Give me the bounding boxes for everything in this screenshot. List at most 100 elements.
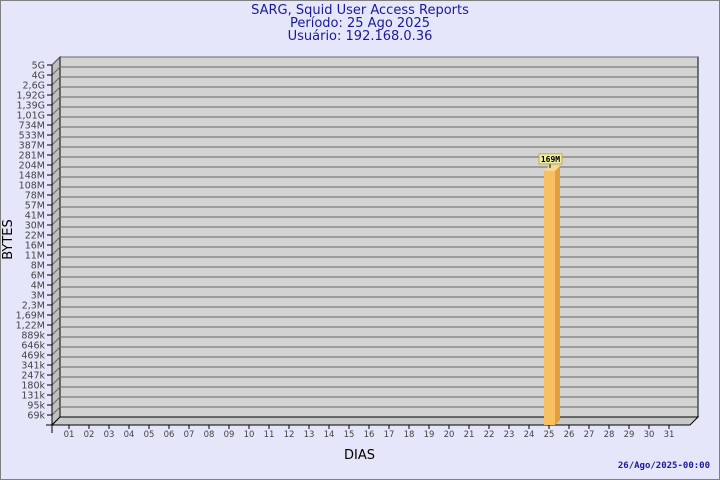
gridline bbox=[51, 336, 698, 346]
gridline bbox=[51, 176, 698, 186]
x-tick-label: 20 bbox=[444, 430, 455, 440]
x-tick-label: 16 bbox=[364, 430, 375, 440]
gridline bbox=[51, 196, 698, 206]
gridline bbox=[51, 136, 698, 146]
chart-title: SARG, Squid User Access Reports bbox=[251, 3, 469, 18]
y-tick-label: 4G bbox=[32, 71, 45, 82]
y-tick-label: 108M bbox=[19, 181, 45, 192]
x-tick-label: 24 bbox=[524, 430, 535, 440]
gridline bbox=[51, 326, 698, 336]
timestamp: 26/Ago/2025-00:00 bbox=[617, 461, 710, 471]
y-tick-label: 5G bbox=[32, 61, 45, 72]
x-tick-label: 11 bbox=[264, 430, 275, 440]
y-tick-label: 2,6G bbox=[23, 81, 45, 92]
gridline bbox=[51, 346, 698, 356]
gridline bbox=[51, 396, 698, 406]
gridline bbox=[51, 76, 698, 86]
y-tick-label: 57M bbox=[25, 201, 45, 212]
x-tick-label: 18 bbox=[404, 430, 415, 440]
gridline bbox=[51, 386, 698, 396]
x-tick-label: 31 bbox=[664, 430, 675, 440]
bar-top bbox=[544, 165, 560, 171]
gridline bbox=[51, 296, 698, 306]
gridline bbox=[51, 306, 698, 316]
x-tick-label: 03 bbox=[104, 430, 115, 440]
y-tick-label: 889k bbox=[21, 331, 45, 342]
x-tick-label: 15 bbox=[344, 430, 355, 440]
data-label: 169M bbox=[541, 155, 560, 164]
gridline bbox=[51, 246, 698, 256]
gridline bbox=[51, 286, 698, 296]
x-tick-label: 08 bbox=[204, 430, 215, 440]
x-axis-label: DIAS bbox=[344, 448, 375, 463]
y-tick-label: 6M bbox=[31, 271, 45, 282]
y-tick-label: 16M bbox=[25, 241, 45, 252]
x-tick-label: 12 bbox=[284, 430, 295, 440]
x-tick-label: 06 bbox=[164, 430, 175, 440]
chart-user: Usuário: 192.168.0.36 bbox=[287, 29, 433, 44]
y-tick-label: 1,92G bbox=[16, 91, 45, 102]
y-tick-label: 78M bbox=[25, 191, 45, 202]
y-tick-label: 387M bbox=[19, 141, 45, 152]
y-tick-label: 69k bbox=[27, 411, 45, 422]
gridline bbox=[51, 376, 698, 386]
gridline bbox=[51, 86, 698, 96]
y-tick-label: 341k bbox=[21, 361, 45, 372]
y-tick-label: 247k bbox=[21, 371, 45, 382]
x-tick-label: 21 bbox=[464, 430, 475, 440]
x-tick-label: 23 bbox=[504, 430, 515, 440]
y-tick-label: 469k bbox=[21, 351, 45, 362]
x-tick-label: 17 bbox=[384, 430, 395, 440]
y-tick-label: 646k bbox=[21, 341, 45, 352]
x-tick-label: 25 bbox=[544, 430, 555, 440]
gridline bbox=[51, 276, 698, 286]
y-tick-label: 11M bbox=[25, 251, 45, 262]
x-tick-label: 04 bbox=[124, 430, 135, 440]
gridline bbox=[51, 216, 698, 226]
x-tick-label: 29 bbox=[624, 430, 635, 440]
gridline bbox=[51, 236, 698, 246]
gridline bbox=[51, 96, 698, 106]
y-tick-label: 3M bbox=[31, 291, 45, 302]
y-tick-label: 281M bbox=[19, 151, 45, 162]
x-tick-label: 14 bbox=[324, 430, 335, 440]
gridline bbox=[51, 316, 698, 326]
y-tick-label: 204M bbox=[19, 161, 45, 172]
bar-side bbox=[555, 165, 560, 425]
data-label-box bbox=[538, 153, 563, 165]
x-tick-label: 10 bbox=[244, 430, 255, 440]
x-tick-label: 02 bbox=[84, 430, 95, 440]
x-tick-label: 22 bbox=[484, 430, 495, 440]
gridline bbox=[51, 66, 698, 76]
x-tick-label: 07 bbox=[184, 430, 195, 440]
x-tick-label: 13 bbox=[304, 430, 315, 440]
x-tick-label: 26 bbox=[564, 430, 575, 440]
bar bbox=[544, 170, 555, 425]
y-axis-label: BYTES bbox=[0, 219, 16, 260]
x-tick-label: 28 bbox=[604, 430, 615, 440]
y-tick-label: 1,69M bbox=[16, 311, 45, 322]
y-tick-label: 8M bbox=[31, 261, 45, 272]
gridline bbox=[51, 226, 698, 236]
gridline bbox=[51, 116, 698, 126]
gridline bbox=[51, 146, 698, 156]
y-tick-label: 180k bbox=[21, 381, 45, 392]
gridline bbox=[51, 406, 698, 416]
y-tick-label: 148M bbox=[19, 171, 45, 182]
gridline bbox=[51, 156, 698, 166]
gridline bbox=[51, 126, 698, 136]
gridline bbox=[51, 106, 698, 116]
y-tick-label: 4M bbox=[31, 281, 45, 292]
y-tick-label: 41M bbox=[25, 211, 45, 222]
y-tick-label: 30M bbox=[25, 221, 45, 232]
gridline bbox=[51, 266, 698, 276]
gridline bbox=[51, 166, 698, 176]
y-tick-label: 22M bbox=[25, 231, 45, 242]
y-tick-label: 131k bbox=[21, 391, 45, 402]
x-tick-label: 09 bbox=[224, 430, 235, 440]
x-tick-label: 01 bbox=[64, 430, 75, 440]
gridline bbox=[51, 256, 698, 266]
y-tick-label: 533M bbox=[19, 131, 45, 142]
x-tick-label: 05 bbox=[144, 430, 155, 440]
